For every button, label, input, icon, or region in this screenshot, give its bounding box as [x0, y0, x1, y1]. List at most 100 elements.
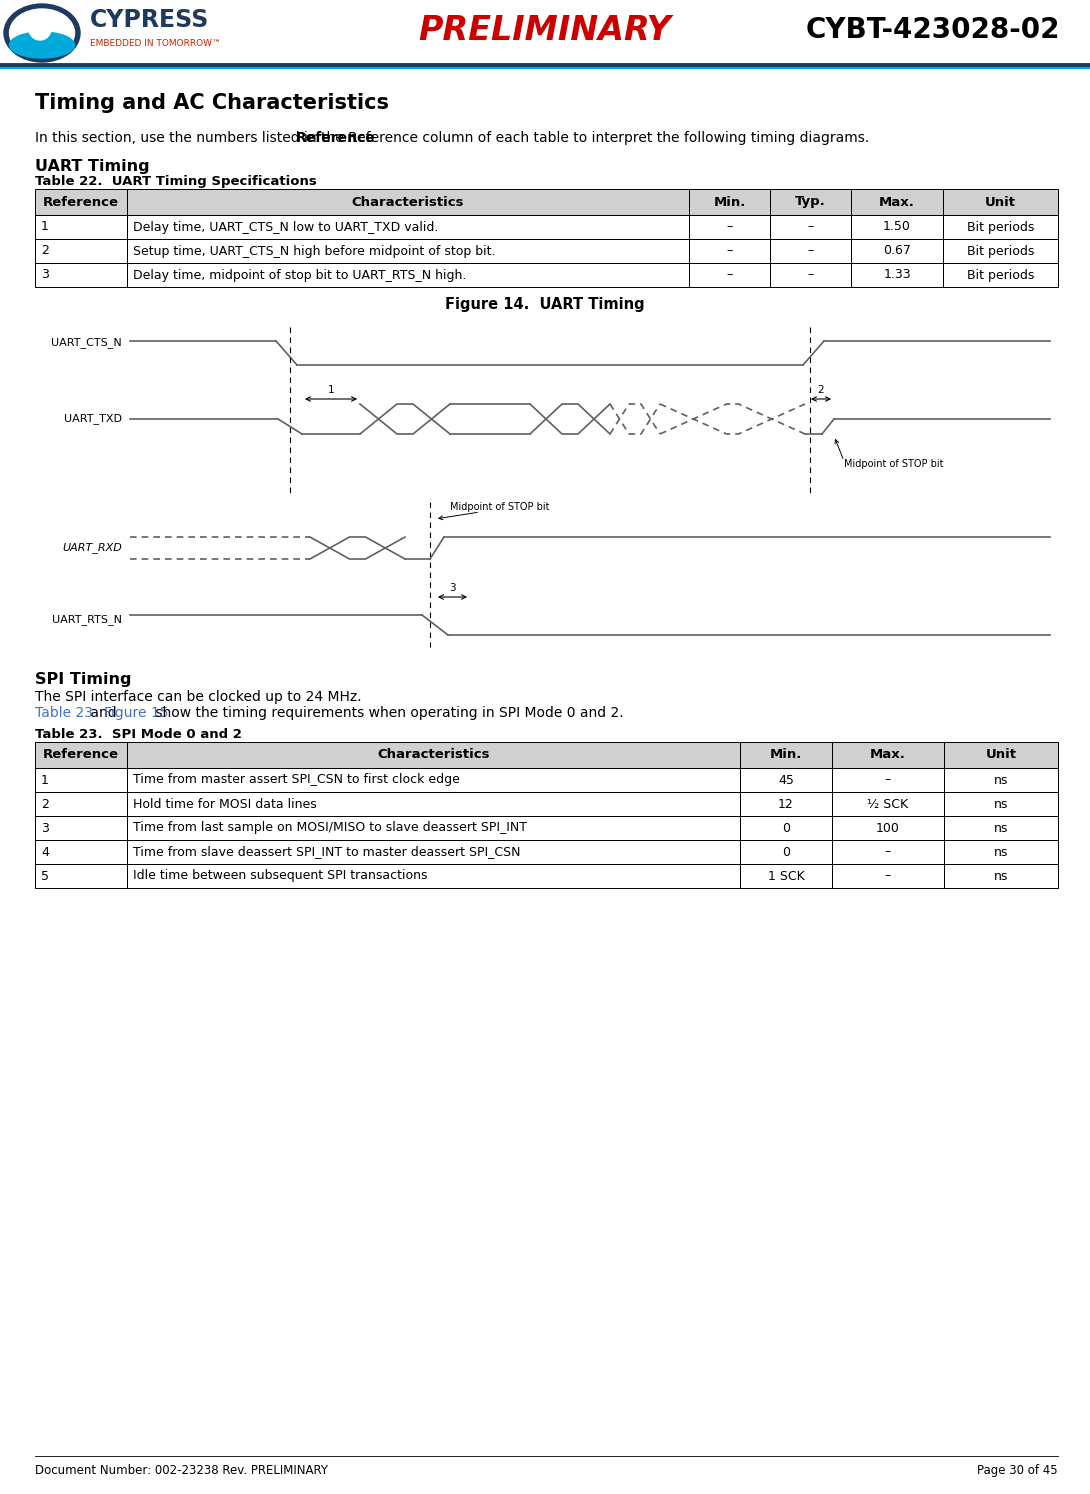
Text: Delay time, midpoint of stop bit to UART_RTS_N high.: Delay time, midpoint of stop bit to UART… [133, 269, 467, 281]
Bar [832, 816, 944, 840]
Text: Table 23.  SPI Mode 0 and 2: Table 23. SPI Mode 0 and 2 [35, 728, 242, 741]
Bar [35, 215, 128, 239]
Text: Bit periods: Bit periods [967, 245, 1034, 257]
Text: Delay time, UART_CTS_N low to UART_TXD valid.: Delay time, UART_CTS_N low to UART_TXD v… [133, 221, 438, 233]
Text: 2: 2 [41, 245, 49, 257]
Text: Reference: Reference [295, 131, 376, 145]
Text: Min.: Min. [770, 748, 802, 762]
Bar [770, 239, 851, 263]
Bar [944, 743, 1058, 768]
Text: –: – [726, 221, 732, 233]
Text: UART_RXD: UART_RXD [62, 542, 122, 553]
Text: –: – [808, 245, 813, 257]
Text: UART_RTS_N: UART_RTS_N [52, 614, 122, 626]
Text: Document Number: 002-23238 Rev. PRELIMINARY: Document Number: 002-23238 Rev. PRELIMIN… [35, 1464, 328, 1478]
Text: Bit periods: Bit periods [967, 221, 1034, 233]
Bar [832, 792, 944, 816]
Text: 100: 100 [876, 822, 900, 835]
Bar [128, 263, 689, 287]
Text: Reference: Reference [43, 748, 119, 762]
Text: Setup time, UART_CTS_N high before midpoint of stop bit.: Setup time, UART_CTS_N high before midpo… [133, 245, 496, 257]
Text: Typ.: Typ. [795, 196, 826, 209]
Text: 12: 12 [778, 798, 794, 811]
Bar [128, 864, 740, 887]
Text: 1.50: 1.50 [883, 221, 911, 233]
Text: UART Timing: UART Timing [35, 158, 149, 173]
Text: Figure 15: Figure 15 [104, 707, 169, 720]
Text: Midpoint of STOP bit: Midpoint of STOP bit [844, 459, 944, 469]
Bar [851, 215, 943, 239]
Bar [770, 215, 851, 239]
Bar [128, 743, 740, 768]
Text: 45: 45 [778, 774, 794, 786]
Text: 1: 1 [41, 221, 49, 233]
Text: 3: 3 [41, 269, 49, 281]
Text: 0: 0 [782, 822, 790, 835]
Text: UART_TXD: UART_TXD [64, 414, 122, 424]
Text: Figure 14.  UART Timing: Figure 14. UART Timing [445, 297, 645, 312]
Bar [128, 239, 689, 263]
Text: Time from master assert SPI_CSN to first clock edge: Time from master assert SPI_CSN to first… [133, 774, 460, 786]
Bar [944, 816, 1058, 840]
Text: SPI Timing: SPI Timing [35, 672, 132, 687]
Bar [128, 840, 740, 864]
Text: show the timing requirements when operating in SPI Mode 0 and 2.: show the timing requirements when operat… [152, 707, 623, 720]
Bar [35, 743, 128, 768]
Text: Time from slave deassert SPI_INT to master deassert SPI_CSN: Time from slave deassert SPI_INT to mast… [133, 846, 521, 859]
Text: 1.33: 1.33 [883, 269, 911, 281]
Text: Reference: Reference [43, 196, 119, 209]
Text: ns: ns [994, 846, 1008, 859]
Bar [770, 263, 851, 287]
Text: 3: 3 [41, 822, 49, 835]
Bar [128, 215, 689, 239]
Text: Hold time for MOSI data lines: Hold time for MOSI data lines [133, 798, 317, 811]
Text: In this section, use the numbers listed in the Reference column of each table to: In this section, use the numbers listed … [35, 131, 869, 145]
Text: 1: 1 [41, 774, 49, 786]
Text: ns: ns [994, 822, 1008, 835]
Text: Max.: Max. [879, 196, 915, 209]
Text: Unit: Unit [985, 196, 1016, 209]
Bar [944, 840, 1058, 864]
Text: 3: 3 [449, 583, 456, 593]
Text: Bit periods: Bit periods [967, 269, 1034, 281]
Bar [35, 816, 128, 840]
Bar [128, 768, 740, 792]
Bar [689, 263, 770, 287]
Bar [35, 792, 128, 816]
Bar [128, 816, 740, 840]
Text: EMBEDDED IN TOMORROW™: EMBEDDED IN TOMORROW™ [90, 39, 221, 48]
Text: –: – [726, 269, 732, 281]
Bar [943, 190, 1058, 215]
Ellipse shape [4, 4, 80, 61]
Bar [943, 263, 1058, 287]
Text: –: – [885, 870, 892, 883]
Text: –: – [808, 221, 813, 233]
Text: 0.67: 0.67 [883, 245, 911, 257]
Bar [35, 864, 128, 887]
Bar [128, 190, 689, 215]
Bar [689, 190, 770, 215]
Bar [832, 768, 944, 792]
Bar [943, 215, 1058, 239]
Bar [740, 864, 832, 887]
Text: CYBT-423028-02: CYBT-423028-02 [806, 16, 1059, 43]
Text: Timing and AC Characteristics: Timing and AC Characteristics [35, 93, 389, 114]
Text: The SPI interface can be clocked up to 24 MHz.: The SPI interface can be clocked up to 2… [35, 690, 362, 704]
Text: ns: ns [994, 798, 1008, 811]
Text: Page 30 of 45: Page 30 of 45 [978, 1464, 1058, 1478]
Bar [740, 840, 832, 864]
Text: –: – [726, 245, 732, 257]
Bar [740, 768, 832, 792]
Text: 1 SCK: 1 SCK [767, 870, 804, 883]
Text: Table 23: Table 23 [35, 707, 93, 720]
Text: 2: 2 [41, 798, 49, 811]
Bar [35, 840, 128, 864]
Bar [740, 792, 832, 816]
Ellipse shape [10, 31, 74, 58]
Text: ns: ns [994, 870, 1008, 883]
Bar [770, 190, 851, 215]
Text: Characteristics: Characteristics [377, 748, 489, 762]
Bar [851, 190, 943, 215]
Bar [832, 743, 944, 768]
Text: Characteristics: Characteristics [352, 196, 464, 209]
